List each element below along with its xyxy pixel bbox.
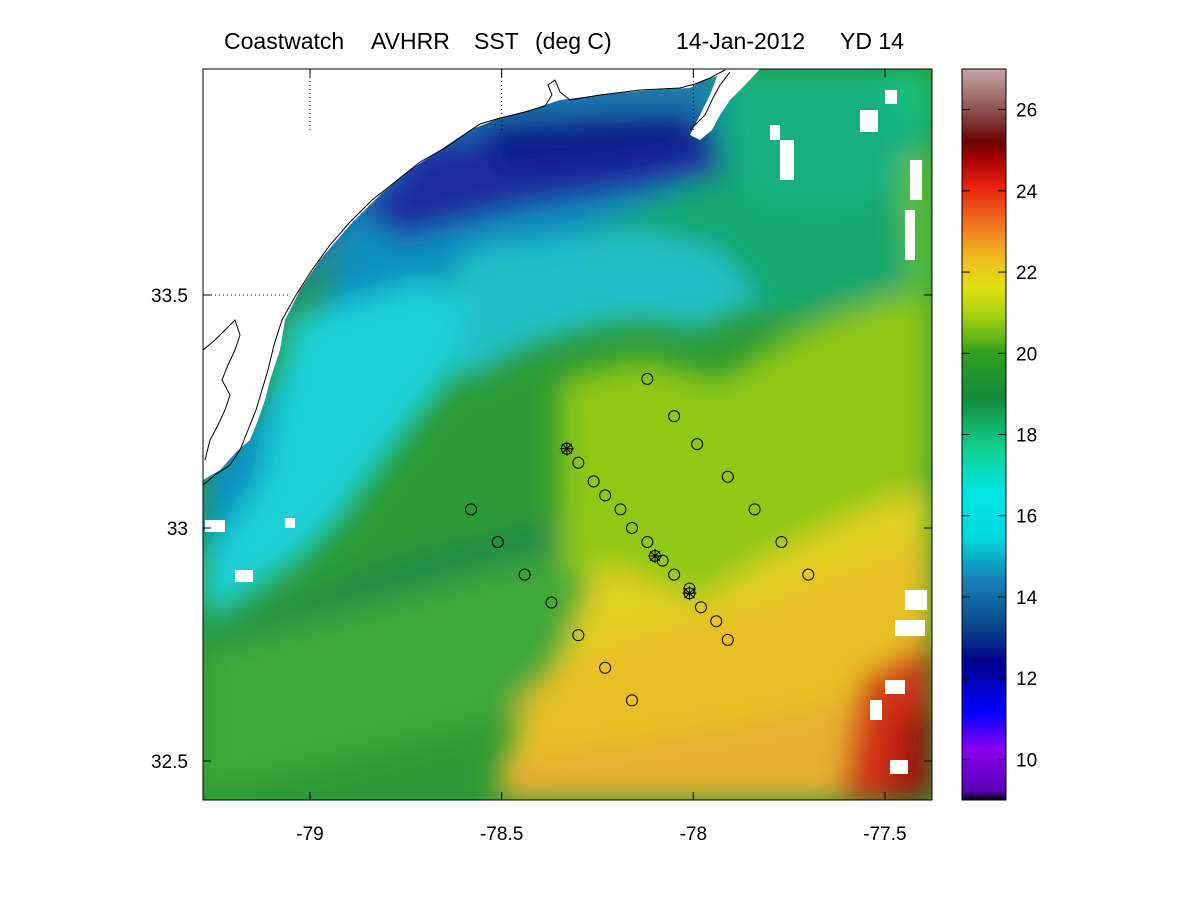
- station-circle: [599, 661, 612, 674]
- station-circle: [464, 503, 477, 516]
- title-sensor: AVHRR: [371, 28, 450, 54]
- title-yearday: YD 14: [840, 28, 904, 54]
- station-circle: [625, 694, 638, 707]
- station-circle: [694, 601, 707, 614]
- station-circle: [545, 596, 558, 609]
- colorbar-axis: 10 12 14 16 18 20 22 24 26: [962, 101, 1038, 771]
- colorbar-tick-label: 10: [1016, 750, 1037, 771]
- station-circle: [572, 456, 585, 469]
- graticule: [203, 69, 694, 296]
- colorbar-tick-label: 22: [1016, 263, 1037, 284]
- station-circle: [625, 522, 638, 534]
- station-circle: [802, 568, 815, 581]
- colorbar-tick-label: 20: [1016, 344, 1037, 365]
- station-star: [559, 441, 574, 456]
- station-circle: [572, 629, 585, 642]
- station-circle: [721, 633, 734, 646]
- station-circle: [614, 503, 627, 516]
- title-date: 14-Jan-2012: [676, 28, 806, 54]
- title-units: (deg C): [535, 28, 612, 54]
- station-circle: [587, 475, 600, 488]
- colorbar-tick-label: 18: [1016, 426, 1037, 447]
- colorbar-tick-label: 24: [1016, 182, 1038, 203]
- station-circle: [775, 535, 788, 548]
- station-star: [682, 586, 697, 601]
- station-circle: [721, 470, 734, 483]
- map-frame: [202, 68, 933, 801]
- colorbar-tick-label: 16: [1016, 507, 1037, 528]
- station-star: [647, 548, 662, 563]
- title-variable: SST: [474, 28, 519, 54]
- station-circle: [748, 503, 761, 516]
- station-circle: [691, 438, 704, 451]
- station-markers: [464, 372, 815, 707]
- colorbar-tick-label: 14: [1016, 588, 1038, 609]
- lon-tick-label: -77.5: [863, 824, 906, 845]
- figure-title: Coastwatch AVHRR SST (deg C) 14-Jan-2012…: [0, 28, 1200, 58]
- latitude-axis: 33.5 33 32.5: [151, 286, 932, 773]
- lat-tick-label: 33.5: [151, 286, 188, 307]
- colorbar-tick-label: 12: [1016, 669, 1037, 690]
- station-circle: [641, 535, 654, 548]
- title-source: Coastwatch: [224, 28, 345, 54]
- station-circle: [668, 410, 681, 423]
- station-circle: [710, 615, 723, 628]
- lon-tick-label: -79: [296, 824, 323, 845]
- station-circle: [599, 489, 612, 502]
- station-circle: [491, 535, 504, 548]
- longitude-axis: -79 -78.5 -78 -77.5: [296, 69, 907, 845]
- station-circle: [641, 372, 654, 385]
- station-circle: [668, 568, 681, 581]
- lon-tick-label: -78.5: [480, 824, 523, 845]
- lon-tick-label: -78: [680, 824, 707, 845]
- sst-raster: [203, 69, 932, 800]
- station-circle: [518, 568, 531, 581]
- lat-tick-label: 32.5: [151, 752, 188, 773]
- coastline: [202, 69, 731, 486]
- lat-tick-label: 33: [167, 519, 188, 540]
- colorbar-tick-label: 26: [1016, 101, 1037, 122]
